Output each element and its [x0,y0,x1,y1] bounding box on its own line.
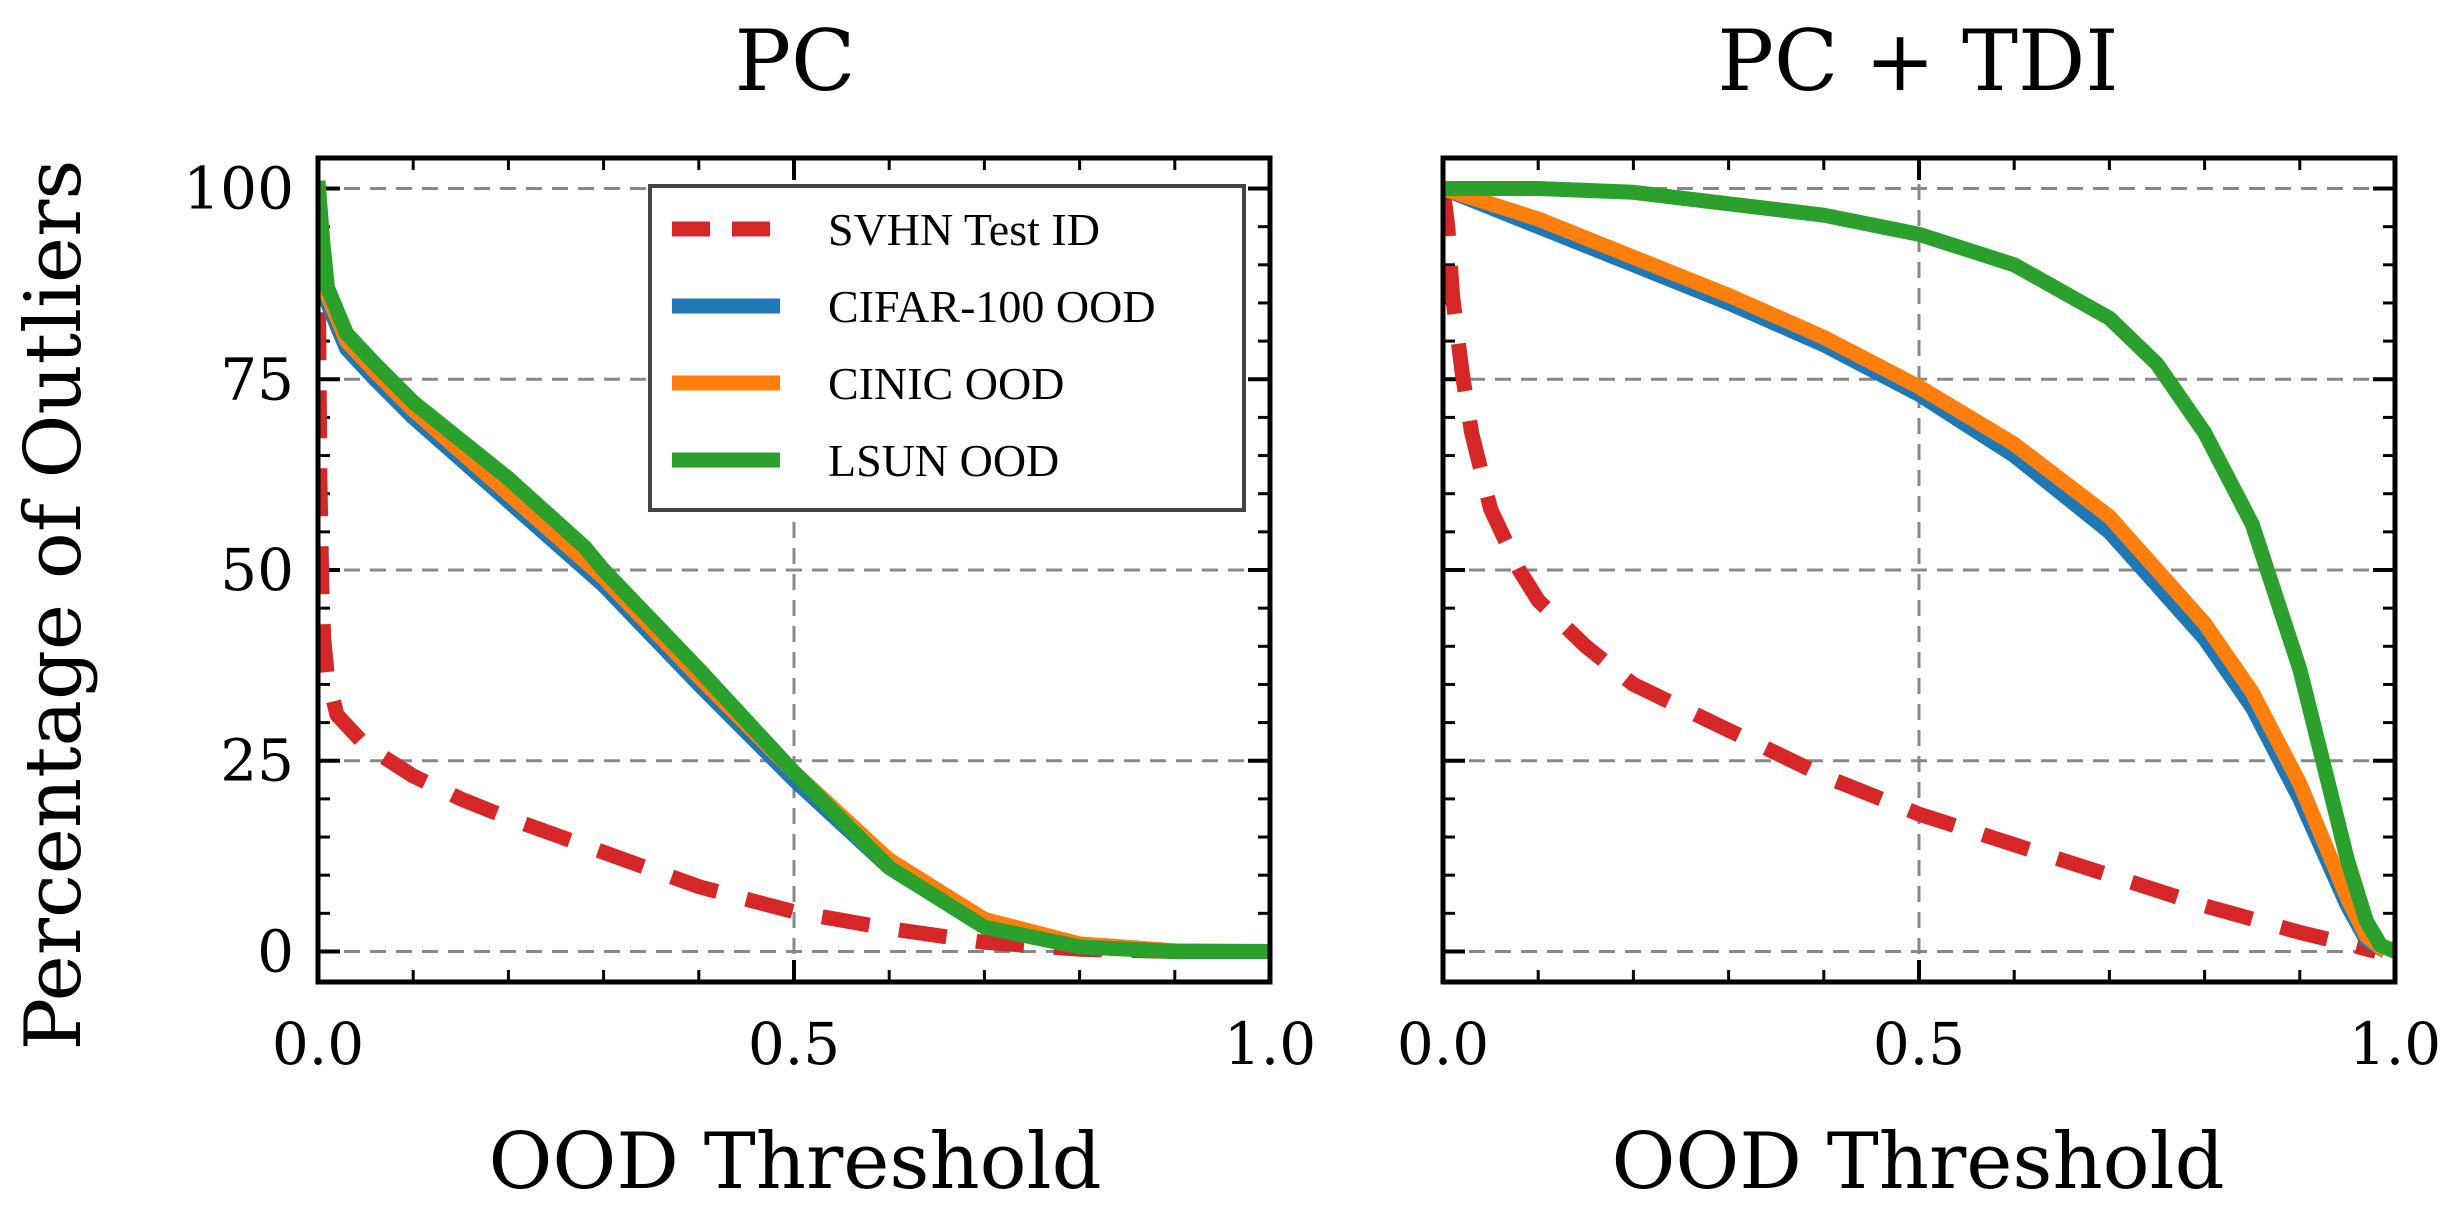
panel-pc: PC OOD Threshold Percentage of Outliers … [9,12,1316,1207]
series-line-cinic-ood [1443,181,2391,958]
x-tick-label: 1.0 [1224,1010,1316,1078]
x-tick-label: 0.0 [272,1010,364,1078]
y-tick-label: 100 [183,155,294,223]
legend-label: CIFAR-100 OOD [828,281,1156,332]
series-line-lsun-ood [1443,181,2395,959]
legend-label: SVHN Test ID [828,204,1100,255]
plot-frame [315,155,1273,985]
y-axis-label: Percentage of Outliers [9,160,99,1051]
y-tick-label: 25 [220,727,294,795]
series-line-svhn-test-id [1443,187,2378,959]
series-line-svhn-test-id [318,234,1270,959]
x-tick-label: 1.0 [2349,1010,2441,1078]
y-tick-label: 0 [257,917,294,985]
tick-labels: 0.0 0.5 1.0 [1397,1010,2441,1078]
plot-frame [1440,155,2398,985]
legend-label: LSUN OOD [828,435,1059,486]
grid [1443,158,2395,982]
y-tick-label: 50 [220,536,294,604]
x-tick-label: 0.5 [748,1010,840,1078]
legend: SVHN Test ID CIFAR-100 OOD CINIC OOD LSUN O… [648,184,1246,512]
x-axis-label: OOD Threshold [1611,1117,2224,1207]
x-axis-label: OOD Threshold [488,1117,1101,1207]
x-tick-label: 0.5 [1873,1010,1965,1078]
tick-labels: 0.0 0.5 1.0 0 25 50 75 100 [183,155,1316,1078]
chart-title: PC [735,12,856,110]
x-tick-label: 0.0 [1397,1010,1489,1078]
series-lines [1443,181,2395,959]
series-lines [318,180,1270,959]
y-tick-label: 75 [220,345,294,413]
series-line-lsun-ood [318,180,1270,959]
legend-label: CINIC OOD [828,358,1064,409]
panel-pc-tdi: PC + TDI OOD Threshold 0.0 0.5 1.0 [1397,12,2441,1207]
chart-title: PC + TDI [1717,12,2118,110]
